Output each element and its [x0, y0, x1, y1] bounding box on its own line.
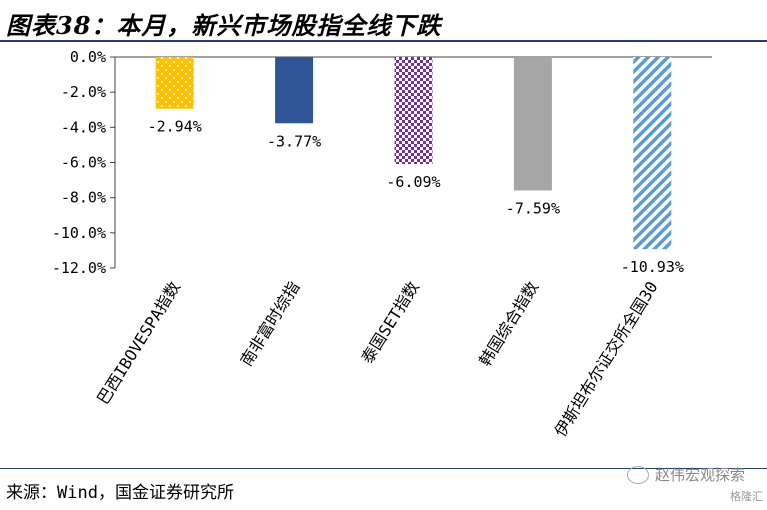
category-label: 巴西IBOVESPA指数 [93, 278, 184, 408]
bar [155, 57, 194, 109]
category-label: 韩国综合指数 [475, 278, 542, 369]
watermark-text: 赵伟宏观探索 [654, 466, 745, 484]
bar [394, 57, 433, 165]
title-divider [0, 40, 767, 42]
y-tick-label: -10.0% [52, 224, 106, 242]
category-label: 泰国SET指数 [358, 278, 423, 367]
data-label: -3.77% [267, 132, 321, 150]
y-tick-label: -8.0% [61, 189, 106, 207]
bar [633, 57, 672, 250]
y-tick-label: -4.0% [61, 118, 106, 136]
source-note: 来源：Wind，国金证券研究所 [6, 483, 234, 503]
y-tick-label: -2.0% [61, 83, 106, 101]
y-tick-label: 0.0% [70, 48, 106, 66]
data-label: -10.93% [621, 258, 684, 276]
watermark: 赵伟宏观探索 [626, 464, 745, 485]
data-label: -6.09% [386, 173, 440, 191]
page-title: 图表38：本月，新兴市场股指全线下跌 [6, 11, 442, 40]
footer-divider [0, 468, 767, 469]
bar [513, 57, 552, 191]
bar-chart: 0.0% -2.0% -4.0% -6.0% -8.0% -10.0% -12.0% -2.… [52, 48, 712, 440]
wechat-icon [626, 465, 649, 484]
watermark-logo: 格隆汇 [730, 490, 763, 503]
category-label: 南非富时综指 [236, 278, 303, 369]
y-tick-label: -12.0% [52, 259, 106, 277]
bar [275, 57, 314, 124]
y-tick-label: -6.0% [61, 154, 106, 172]
category-label: 伊斯坦布尔证交所全国30 [551, 278, 662, 440]
data-label: -2.94% [148, 118, 202, 136]
data-label: -7.59% [506, 199, 560, 217]
